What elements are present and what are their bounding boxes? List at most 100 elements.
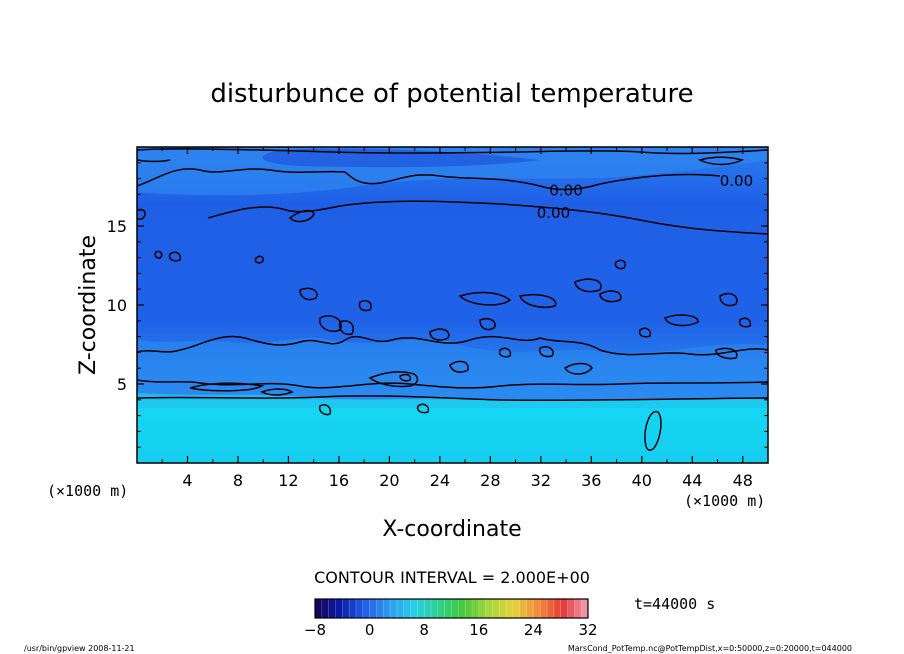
colorbar-cell	[342, 599, 350, 618]
colorbar-cell	[526, 599, 534, 618]
contour-line	[644, 410, 662, 451]
y-axis: 5 10 15	[107, 162, 768, 448]
contour-line	[429, 328, 450, 341]
colorbar-tick-label: 8	[419, 621, 429, 639]
colorbar-tick-label: 32	[578, 621, 597, 639]
contour-line	[137, 395, 768, 402]
colorbar: −8 0 8 16 24 32	[304, 598, 598, 639]
colorbar-cell	[451, 599, 459, 618]
colorbar-cell	[383, 599, 391, 618]
contour-label: 0.00	[720, 172, 753, 190]
contour-line	[738, 317, 752, 328]
x-tick-label: 8	[233, 471, 243, 490]
x-tick-label: 20	[379, 471, 399, 490]
colorbar-cell	[458, 599, 466, 618]
contour-line	[416, 403, 430, 414]
y-axis-label: Z-coordinate	[76, 235, 101, 375]
contour-line	[498, 347, 512, 358]
contour-line	[137, 335, 768, 356]
colorbar-tick-label: 0	[365, 621, 375, 639]
time-label: t=44000 s	[634, 595, 715, 613]
y-tick-label: 15	[107, 217, 127, 236]
contour-line	[299, 287, 318, 301]
x-axis-label: X-coordinate	[382, 517, 521, 542]
colorbar-cell	[369, 599, 377, 618]
colorbar-cell	[403, 599, 411, 618]
dark-core-band	[262, 148, 540, 168]
colorbar-cell	[362, 599, 370, 618]
contour-line	[318, 403, 332, 416]
colorbar-cell	[519, 599, 527, 618]
contour-line	[599, 290, 622, 303]
colorbar-cell	[315, 599, 323, 618]
x-tick-label: 40	[632, 471, 652, 490]
contour-line	[399, 373, 412, 382]
colorbar-cell	[328, 599, 336, 618]
colorbar-cell	[321, 599, 329, 618]
colorbar-cell	[355, 599, 363, 618]
colorbar-cell	[431, 599, 439, 618]
colorbar-cell	[485, 599, 493, 618]
x-tick-label: 36	[581, 471, 601, 490]
contour-line	[260, 388, 294, 396]
contour-line	[574, 278, 602, 293]
contour-label: 0.00	[549, 182, 582, 200]
contour-line	[479, 317, 496, 331]
colorbar-cell	[410, 599, 418, 618]
colorbar-cell	[506, 599, 514, 618]
contour-line	[563, 362, 593, 375]
contour-line	[207, 200, 768, 235]
contour-line	[288, 209, 315, 223]
colorbar-cell	[547, 599, 555, 618]
x-tick-label: 28	[480, 471, 500, 490]
colorbar-cell	[417, 599, 425, 618]
lower-field	[137, 400, 768, 463]
colorbar-cell	[471, 599, 479, 618]
colorbar-tick-label: 24	[524, 621, 543, 639]
colorbar-cell	[376, 599, 384, 618]
contour-line	[358, 299, 372, 312]
x-unit-label-left: (×1000 m)	[47, 482, 128, 500]
contour-line	[137, 168, 721, 191]
y-tick-label: 10	[107, 296, 127, 315]
x-tick-label: 4	[182, 471, 192, 490]
contour-line	[538, 345, 554, 358]
contour-interval-label: CONTOUR INTERVAL = 2.000E+00	[314, 568, 590, 587]
x-unit-label-right: (×1000 m)	[684, 492, 765, 510]
x-tick-label: 16	[329, 471, 349, 490]
x-tick-label: 44	[682, 471, 702, 490]
colorbar-cell	[560, 599, 568, 618]
colorbar-cell	[424, 599, 432, 618]
contour-line	[189, 382, 265, 392]
colorbar-cell	[533, 599, 541, 618]
footer-right: MarsCond_PotTemp.nc@PotTempDist,x=0:5000…	[568, 644, 852, 653]
colorbar-tick-label: 16	[469, 621, 488, 639]
x-tick-label: 32	[531, 471, 551, 490]
colorbar-cell	[574, 599, 582, 618]
contour-line	[664, 314, 699, 327]
colorbar-tick-label: −8	[304, 621, 326, 639]
contour-line	[137, 379, 768, 389]
contour-line	[519, 294, 557, 308]
contour-line	[137, 148, 768, 155]
colorbar-cell	[512, 599, 520, 618]
contour-lines	[137, 148, 768, 451]
contour-line	[368, 371, 419, 388]
contour-line	[697, 156, 745, 166]
contour-line	[719, 292, 738, 307]
lower-field-edge	[137, 393, 768, 408]
colorbar-cell	[567, 599, 575, 618]
colorbar-cell	[581, 599, 589, 618]
contour-labels: 0.00 0.00 0.00	[537, 172, 753, 222]
colorbar-cell	[349, 599, 357, 618]
y-tick-label: 5	[117, 375, 127, 394]
colorbar-cell	[499, 599, 507, 618]
x-tick-label: 12	[278, 471, 298, 490]
contour-line	[137, 208, 146, 220]
contour-label: 0.00	[537, 204, 570, 222]
colorbar-cell	[444, 599, 452, 618]
colorbar-cell	[390, 599, 398, 618]
contour-line	[254, 255, 265, 264]
x-tick-label: 24	[430, 471, 450, 490]
